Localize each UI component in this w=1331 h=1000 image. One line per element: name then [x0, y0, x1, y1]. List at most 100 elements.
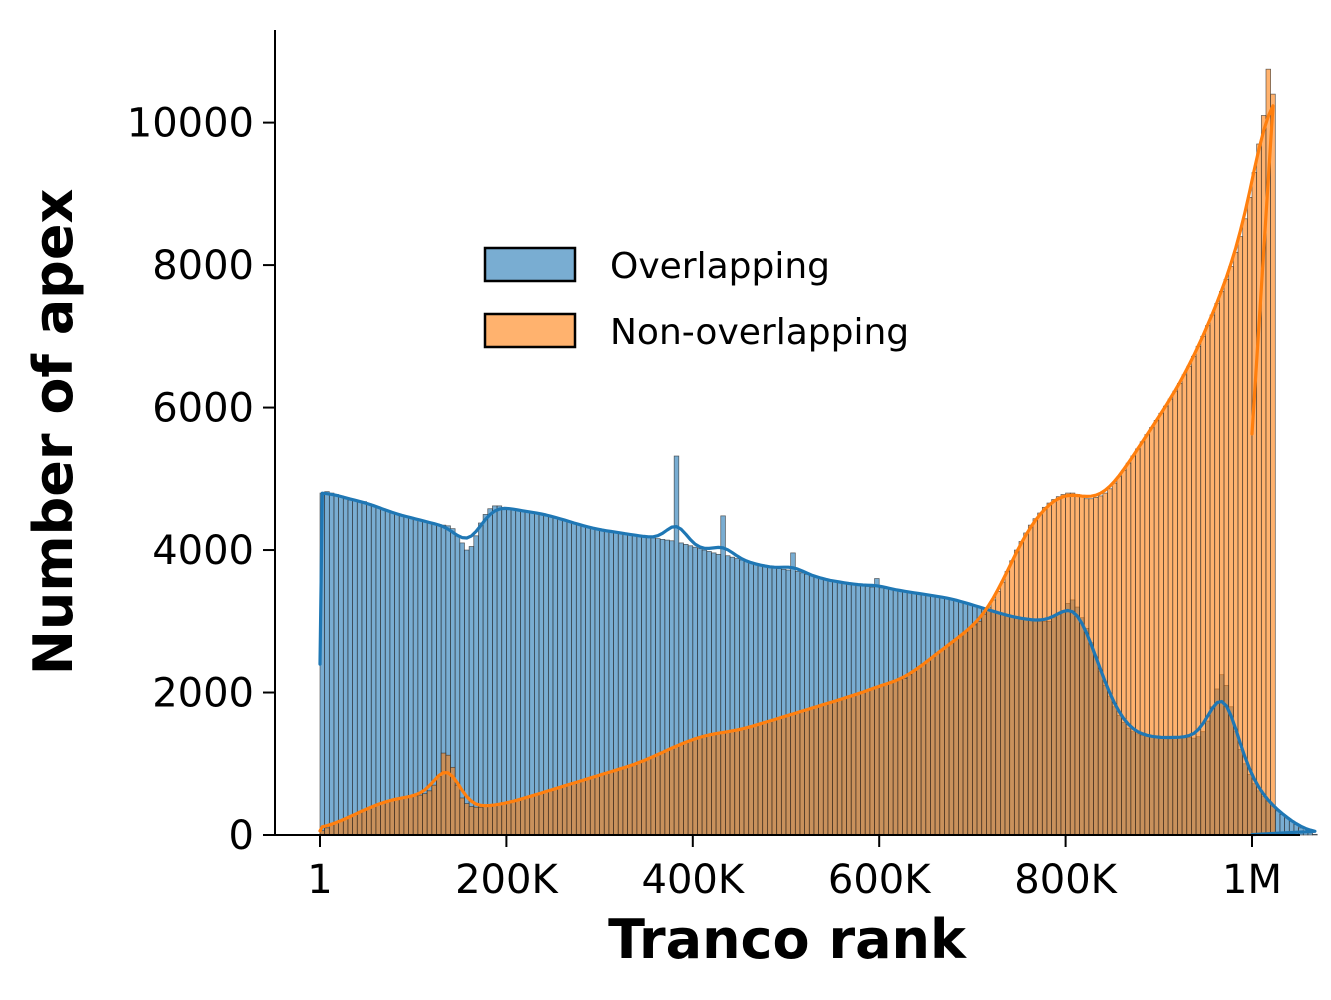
bar-non-overlapping-86: [720, 732, 726, 836]
bar-non-overlapping-36: [487, 805, 493, 836]
bar-non-overlapping-146: [1000, 581, 1006, 836]
bar-non-overlapping-60: [599, 774, 605, 836]
bar-non-overlapping-142: [981, 613, 987, 836]
bar-non-overlapping-79: [687, 739, 694, 836]
bar-non-overlapping-199: [1246, 197, 1253, 836]
bar-non-overlapping-11: [370, 805, 377, 836]
legend-label-overlapping: Overlapping: [610, 246, 830, 287]
bar-non-overlapping-10: [366, 807, 372, 836]
bar-non-overlapping-1: [324, 827, 330, 836]
bar-non-overlapping-152: [1027, 524, 1034, 836]
bar-non-overlapping-12: [375, 803, 381, 836]
bar-non-overlapping-157: [1051, 499, 1057, 836]
bar-non-overlapping-148: [1009, 560, 1015, 836]
bar-non-overlapping-72: [655, 754, 661, 836]
bar-overlapping-19: [408, 516, 414, 836]
bar-non-overlapping-6: [347, 816, 353, 836]
bar-overlapping-12: [375, 506, 381, 836]
bar-non-overlapping-45: [529, 795, 535, 836]
bar-non-overlapping-56: [580, 779, 586, 836]
bar-non-overlapping-177: [1144, 434, 1150, 836]
bar-non-overlapping-179: [1153, 420, 1160, 836]
bar-non-overlapping-66: [627, 765, 633, 836]
bar-non-overlapping-44: [524, 796, 531, 836]
bar-non-overlapping-110: [832, 700, 838, 836]
bar-non-overlapping-198: [1242, 218, 1248, 836]
bar-non-overlapping-99: [780, 716, 787, 836]
bar-non-overlapping-116: [860, 692, 866, 836]
bar-non-overlapping-124: [897, 679, 903, 836]
bar-non-overlapping-65: [622, 766, 628, 836]
bar-overlapping-48: [543, 514, 549, 836]
bar-overlapping-16: [394, 514, 400, 836]
bar-overlapping-39: [501, 506, 507, 836]
bar-non-overlapping-130: [925, 660, 931, 836]
bar-non-overlapping-193: [1219, 291, 1225, 836]
kde-curves: [318, 104, 1317, 837]
bar-non-overlapping-183: [1172, 390, 1178, 836]
bar-non-overlapping-82: [701, 734, 708, 836]
y-tick-label: 0: [229, 813, 254, 859]
bar-non-overlapping-68: [636, 762, 642, 836]
bar-non-overlapping-37: [492, 804, 498, 836]
bar-non-overlapping-106: [813, 706, 819, 836]
bar-non-overlapping-84: [711, 733, 717, 836]
bar-non-overlapping-185: [1181, 374, 1188, 836]
bar-non-overlapping-189: [1200, 335, 1206, 836]
bar-non-overlapping-145: [995, 591, 1001, 836]
bar-overlapping-40: [506, 507, 512, 836]
bar-non-overlapping-50: [552, 788, 559, 836]
bar-non-overlapping-121: [883, 683, 889, 836]
bar-non-overlapping-127: [911, 670, 917, 836]
bar-overlapping-11: [370, 505, 377, 836]
bar-overlapping-205: [1274, 810, 1281, 836]
bar-non-overlapping-111: [836, 699, 843, 836]
x-tick-label: 400K: [642, 857, 746, 903]
bar-non-overlapping-122: [888, 682, 894, 836]
bar-overlapping-6: [347, 499, 353, 836]
bar-overlapping-7: [352, 499, 358, 836]
bar-non-overlapping-81: [697, 736, 703, 836]
bar-non-overlapping-35: [482, 806, 489, 836]
bar-non-overlapping-154: [1037, 512, 1043, 836]
bar-non-overlapping-166: [1093, 496, 1099, 836]
bar-overlapping-15: [389, 512, 395, 836]
bar-non-overlapping-112: [841, 697, 847, 836]
bar-non-overlapping-131: [930, 656, 936, 836]
y-tick-label: 2000: [152, 671, 254, 717]
bar-non-overlapping-48: [543, 791, 549, 836]
bar-non-overlapping-54: [571, 782, 577, 836]
bar-non-overlapping-196: [1233, 251, 1239, 836]
bar-non-overlapping-55: [575, 781, 582, 836]
bar-non-overlapping-61: [603, 772, 610, 836]
bar-non-overlapping-16: [394, 798, 400, 836]
bar-non-overlapping-21: [417, 794, 423, 836]
legend: Overlapping Non-overlapping: [483, 246, 909, 353]
bar-non-overlapping-73: [659, 752, 666, 836]
bar-non-overlapping-14: [384, 800, 391, 836]
bar-non-overlapping-138: [962, 631, 969, 836]
bar-non-overlapping-94: [757, 723, 764, 836]
bar-non-overlapping-102: [794, 712, 801, 836]
bar-non-overlapping-109: [827, 702, 833, 836]
bar-non-overlapping-89: [734, 729, 740, 836]
bar-non-overlapping-87: [725, 731, 731, 836]
y-tick-label: 10000: [127, 101, 254, 147]
bar-non-overlapping-147: [1004, 571, 1011, 836]
bar-non-overlapping-67: [631, 764, 638, 836]
bar-non-overlapping-41: [510, 801, 517, 836]
bar-non-overlapping-46: [534, 794, 540, 836]
bar-non-overlapping-31: [464, 803, 470, 836]
bar-non-overlapping-115: [855, 693, 861, 836]
bar-overlapping-44: [524, 511, 531, 836]
bar-overlapping-8: [356, 500, 363, 836]
legend-swatch-overlapping: [483, 246, 577, 283]
bar-non-overlapping-204: [1270, 93, 1276, 836]
bar-overlapping-18: [403, 516, 409, 836]
bar-non-overlapping-27: [445, 754, 451, 836]
bar-non-overlapping-80: [692, 738, 698, 836]
bar-non-overlapping-95: [762, 722, 768, 836]
bar-non-overlapping-40: [506, 802, 512, 836]
bar-overlapping-213: [1312, 833, 1318, 836]
bar-non-overlapping-187: [1191, 355, 1197, 836]
